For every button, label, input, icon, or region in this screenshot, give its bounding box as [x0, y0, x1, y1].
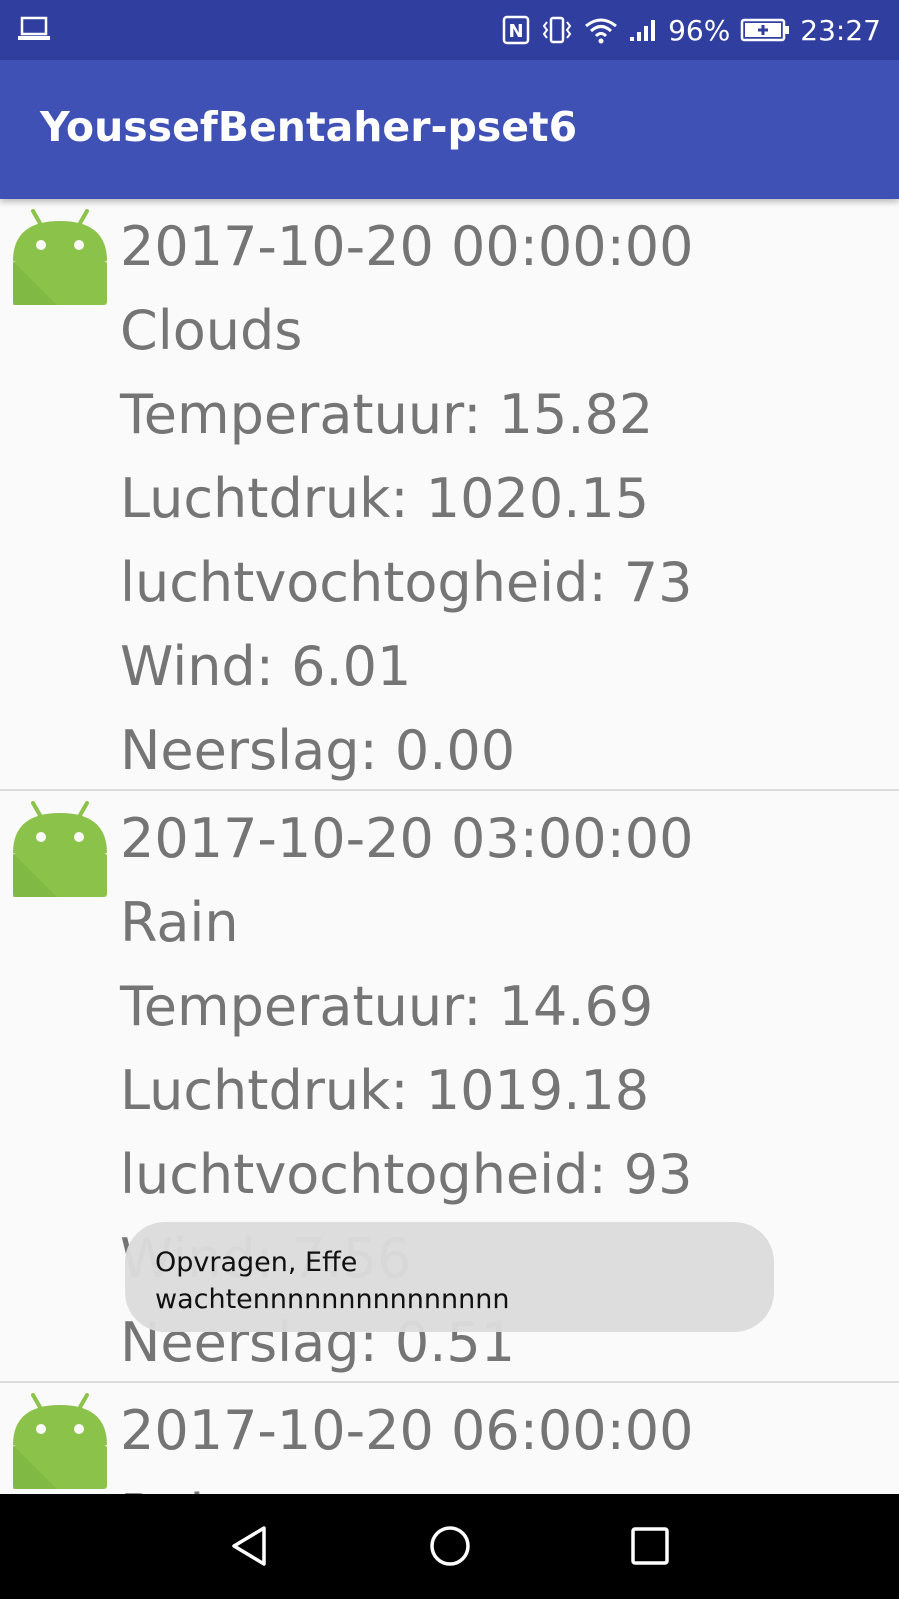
forecast-temperature: Temperatuur: 15.82	[120, 383, 654, 446]
forecast-weather: Rain	[120, 1473, 694, 1494]
app-bar: YoussefBentaher-pset6	[0, 60, 899, 199]
android-icon	[11, 1393, 109, 1493]
forecast-datetime: 2017-10-20 00:00:00	[120, 215, 694, 278]
forecast-humidity: luchtvochtogheid: 73	[120, 551, 693, 614]
nfc-icon: N	[502, 15, 530, 45]
vibrate-icon	[540, 15, 574, 45]
forecast-precipitation: Neerslag: 0.00	[120, 719, 516, 782]
list-item[interactable]: 2017-10-20 00:00:00 Clouds Temperatuur: …	[0, 199, 899, 791]
clock: 23:27	[800, 13, 881, 47]
forecast-weather: Clouds	[120, 299, 303, 362]
battery-percent: 96%	[668, 13, 731, 47]
toast-line-1: Opvragen, Effe	[155, 1247, 358, 1278]
navigation-bar	[0, 1494, 899, 1599]
app-title: YoussefBentaher-pset6	[40, 103, 578, 151]
forecast-datetime: 2017-10-20 06:00:00	[120, 1399, 694, 1462]
svg-text:N: N	[509, 21, 524, 42]
forecast-pressure: Luchtdruk: 1020.15	[120, 467, 650, 530]
android-icon	[11, 801, 109, 901]
forecast-pressure: Luchtdruk: 1019.18	[120, 1059, 650, 1122]
forecast-list[interactable]: 2017-10-20 00:00:00 Clouds Temperatuur: …	[0, 199, 899, 1494]
forecast-wind: Wind: 6.01	[120, 635, 412, 698]
forecast-datetime: 2017-10-20 03:00:00	[120, 807, 694, 870]
signal-icon	[628, 17, 658, 43]
forecast-weather: Rain	[120, 891, 239, 954]
home-icon[interactable]	[428, 1524, 472, 1572]
forecast-humidity: luchtvochtogheid: 93	[120, 1143, 693, 1206]
back-icon[interactable]	[228, 1524, 270, 1572]
laptop-icon	[18, 16, 50, 46]
status-bar: N 96%	[0, 0, 899, 60]
toast-message: Opvragen, Effe wachtennnnnnnnnnnnnnn	[125, 1222, 774, 1332]
android-icon	[11, 209, 109, 309]
battery-charging-icon	[740, 18, 790, 42]
forecast-temperature: Temperatuur: 14.69	[120, 975, 654, 1038]
toast-line-2: wachtennnnnnnnnnnnnnn	[155, 1284, 510, 1315]
recents-icon[interactable]	[630, 1524, 670, 1572]
list-item[interactable]: 2017-10-20 06:00:00 Rain	[0, 1383, 899, 1494]
wifi-icon	[584, 16, 618, 44]
